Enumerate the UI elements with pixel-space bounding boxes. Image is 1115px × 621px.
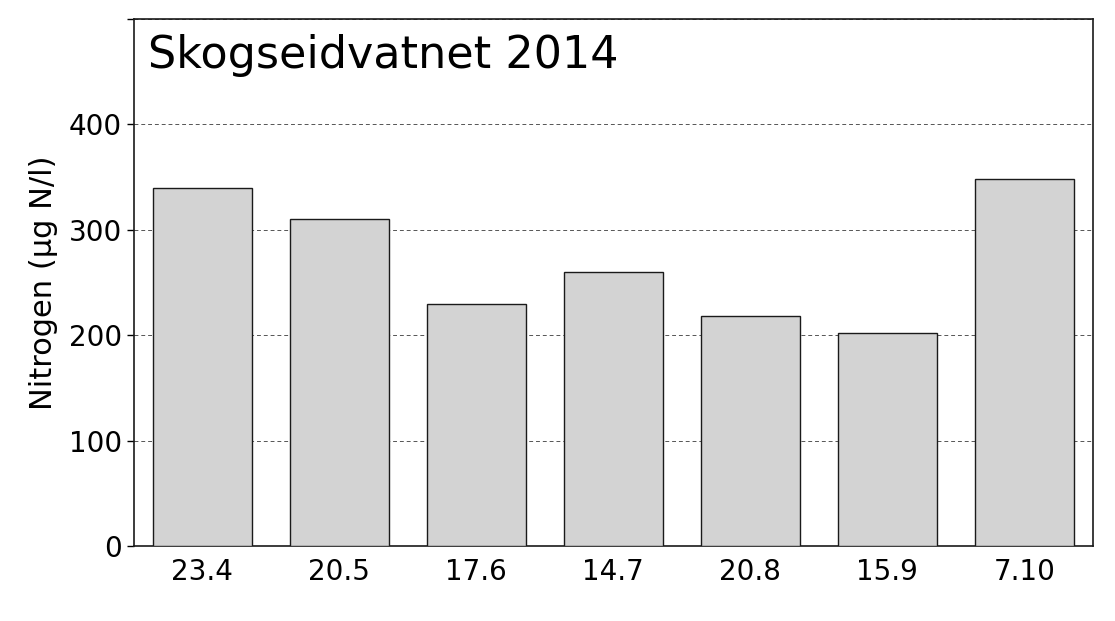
Bar	[427, 304, 525, 546]
Bar	[837, 333, 937, 546]
Bar	[975, 179, 1074, 546]
Y-axis label: Nitrogen (µg N/l): Nitrogen (µg N/l)	[29, 155, 58, 410]
Bar	[290, 219, 389, 546]
Text: Skogseidvatnet 2014: Skogseidvatnet 2014	[148, 34, 619, 78]
Bar	[153, 188, 252, 546]
Bar	[701, 316, 799, 546]
Bar	[564, 272, 662, 546]
